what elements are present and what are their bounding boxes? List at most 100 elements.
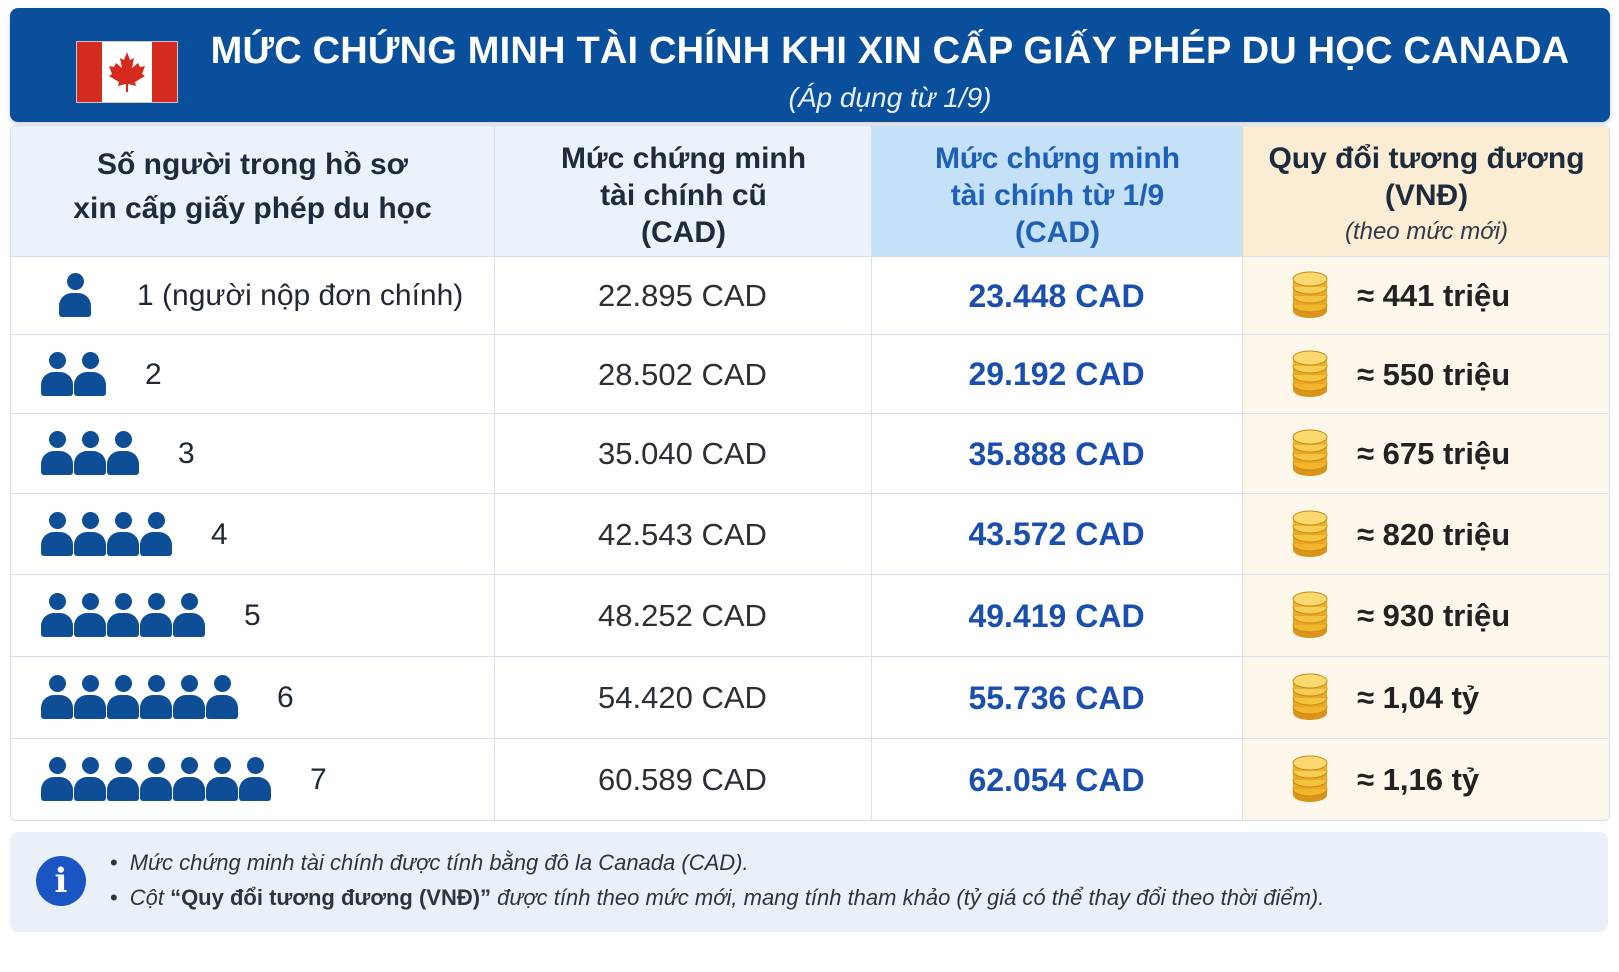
old-amount: 54.420 CAD: [598, 680, 767, 715]
coin-stack-icon: [1290, 673, 1330, 728]
old-amount: 28.502 CAD: [598, 356, 767, 392]
table-row: 5 48.252 CAD 49.419 CAD ≈ 930 triệu: [11, 574, 1609, 657]
header-vnd-line2: (VNĐ): [1384, 179, 1469, 212]
finance-table: Số người trong hồ sơ xin cấp giấy phép d…: [10, 125, 1610, 821]
table-row: 2 28.502 CAD 29.192 CAD ≈ 550 triệu: [11, 334, 1609, 414]
note-line-1-text: Mức chứng minh tài chính được tính bằng …: [129, 850, 749, 875]
header-old-line1: Mức chứng minh: [560, 142, 807, 175]
note-line-2: • Cột “Quy đổi tương đương (VNĐ)” được tí…: [110, 885, 1325, 910]
column-old: Mức chứng minh tài chính cũ (CAD): [494, 126, 872, 820]
header-people-line1: Số người trong hồ sơ: [96, 148, 408, 181]
header-vnd-note: (theo mức mới): [1344, 218, 1509, 245]
person-icon: [74, 675, 106, 721]
people-icons: [41, 431, 140, 477]
people-icons: [41, 757, 272, 803]
table-row: 6 54.420 CAD 55.736 CAD ≈ 1,04 tỷ: [11, 656, 1609, 739]
coin-stack-icon: [1290, 755, 1330, 810]
person-icon: [107, 431, 139, 477]
table-row: 4 42.543 CAD 43.572 CAD ≈ 820 triệu: [11, 493, 1609, 575]
header-people: Số người trong hồ sơ xin cấp giấy phép d…: [11, 126, 494, 256]
note-line-2-prefix: Cột: [129, 885, 171, 910]
header-new-line1: Mức chứng minh: [934, 142, 1181, 175]
vnd-amount: ≈ 820 triệu: [1357, 516, 1511, 552]
vnd-amount: ≈ 550 triệu: [1357, 356, 1511, 392]
header-new: Mức chứng minh tài chính từ 1/9 (CAD): [872, 126, 1243, 256]
note-line-1: • Mức chứng minh tài chính được tính bằng…: [110, 850, 749, 875]
header-banner: MỨC CHỨNG MINH TÀI CHÍNH KHI XIN CẤP GIẤ…: [10, 8, 1610, 122]
people-count: 7: [310, 763, 327, 796]
people-icons: [41, 351, 107, 398]
table-row: 1 (người nộp đơn chính) 22.895 CAD 23.448 …: [11, 256, 1609, 335]
header-old: Mức chứng minh tài chính cũ (CAD): [495, 126, 872, 256]
note-line-2-bold: “Quy đổi tương đương (VNĐ)”: [170, 885, 492, 910]
page-subtitle: (Áp dụng từ 1/9): [788, 82, 992, 113]
coin-stack-icon: [1290, 591, 1330, 646]
vnd-equivalent-cell: ≈ 550 triệu: [1242, 335, 1609, 414]
people-count: 1 (người nộp đơn chính): [137, 279, 464, 312]
person-icon: [173, 675, 205, 721]
person-icon: [41, 511, 73, 558]
new-amount: 43.572 CAD: [968, 516, 1145, 552]
new-amount: 49.419 CAD: [968, 597, 1145, 634]
person-icon: [107, 757, 139, 803]
vnd-equivalent-cell: ≈ 441 triệu: [1242, 257, 1609, 335]
person-icon: [41, 351, 73, 398]
info-box: i • Mức chứng minh tài chính được tính bằ…: [10, 832, 1608, 932]
person-icon: [140, 593, 172, 639]
header-old-line2: tài chính cũ: [600, 179, 767, 212]
person-icon: [41, 757, 73, 803]
header-vnd: Quy đổi tương đương (VNĐ) (theo mức mới): [1243, 126, 1609, 256]
person-icon: [74, 593, 106, 639]
coin-stack-icon: [1290, 510, 1330, 565]
vnd-amount: ≈ 1,16 tỷ: [1357, 762, 1480, 797]
coin-stack-icon: [1290, 429, 1330, 484]
new-amount: 55.736 CAD: [968, 679, 1145, 716]
info-icon: i: [36, 856, 86, 906]
person-icon: [74, 511, 106, 558]
person-icon: [41, 593, 73, 639]
people-icons: [41, 675, 239, 721]
coin-stack-icon: [1290, 350, 1330, 405]
person-icon: [206, 757, 238, 803]
person-icon: [173, 757, 205, 803]
person-icon: [140, 675, 172, 721]
person-icon: [140, 511, 172, 558]
old-amount: 42.543 CAD: [598, 516, 767, 552]
person-icon: [74, 431, 106, 477]
coin-stack-icon: [1290, 271, 1330, 326]
vnd-amount: ≈ 930 triệu: [1357, 598, 1511, 633]
new-amount: 62.054 CAD: [968, 761, 1145, 798]
person-icon: [140, 757, 172, 803]
people-count: 2: [145, 357, 162, 391]
person-icon: [206, 675, 238, 721]
people-count: 4: [211, 517, 228, 551]
column-new: Mức chứng minh tài chính từ 1/9 (CAD): [871, 126, 1243, 820]
person-icon: [41, 431, 73, 477]
person-icon: [59, 273, 91, 319]
person-icon: [239, 757, 271, 803]
note-line-2-suffix: được tính theo mức mới, mang tính tham k…: [491, 885, 1325, 910]
vnd-amount: ≈ 441 triệu: [1357, 278, 1511, 313]
column-people: Số người trong hồ sơ xin cấp giấy phép d…: [11, 126, 494, 820]
person-icon: [41, 675, 73, 721]
header-old-line3: (CAD): [641, 216, 726, 249]
table-row: 7 60.589 CAD 62.054 CAD ≈ 1,16 tỷ: [11, 738, 1609, 820]
canada-flag-icon: [76, 41, 178, 103]
vnd-amount: ≈ 1,04 tỷ: [1357, 680, 1480, 715]
person-icon: [173, 593, 205, 639]
page-title: MỨC CHỨNG MINH TÀI CHÍNH KHI XIN CẤP GIẤ…: [210, 30, 1570, 72]
people-count: 3: [178, 437, 195, 470]
new-amount: 23.448 CAD: [968, 277, 1145, 314]
vnd-equivalent-cell: ≈ 820 triệu: [1242, 494, 1609, 575]
new-amount: 29.192 CAD: [968, 356, 1145, 392]
old-amount: 35.040 CAD: [598, 436, 767, 471]
vnd-equivalent-cell: ≈ 1,04 tỷ: [1242, 657, 1609, 739]
header-vnd-line1: Quy đổi tương đương: [1268, 142, 1585, 175]
people-count: 6: [277, 681, 294, 714]
vnd-equivalent-cell: ≈ 675 triệu: [1242, 414, 1609, 494]
person-icon: [74, 351, 106, 398]
old-amount: 48.252 CAD: [598, 598, 767, 633]
vnd-equivalent-cell: ≈ 930 triệu: [1242, 575, 1609, 657]
person-icon: [107, 593, 139, 639]
header-new-line3: (CAD): [1015, 216, 1100, 249]
